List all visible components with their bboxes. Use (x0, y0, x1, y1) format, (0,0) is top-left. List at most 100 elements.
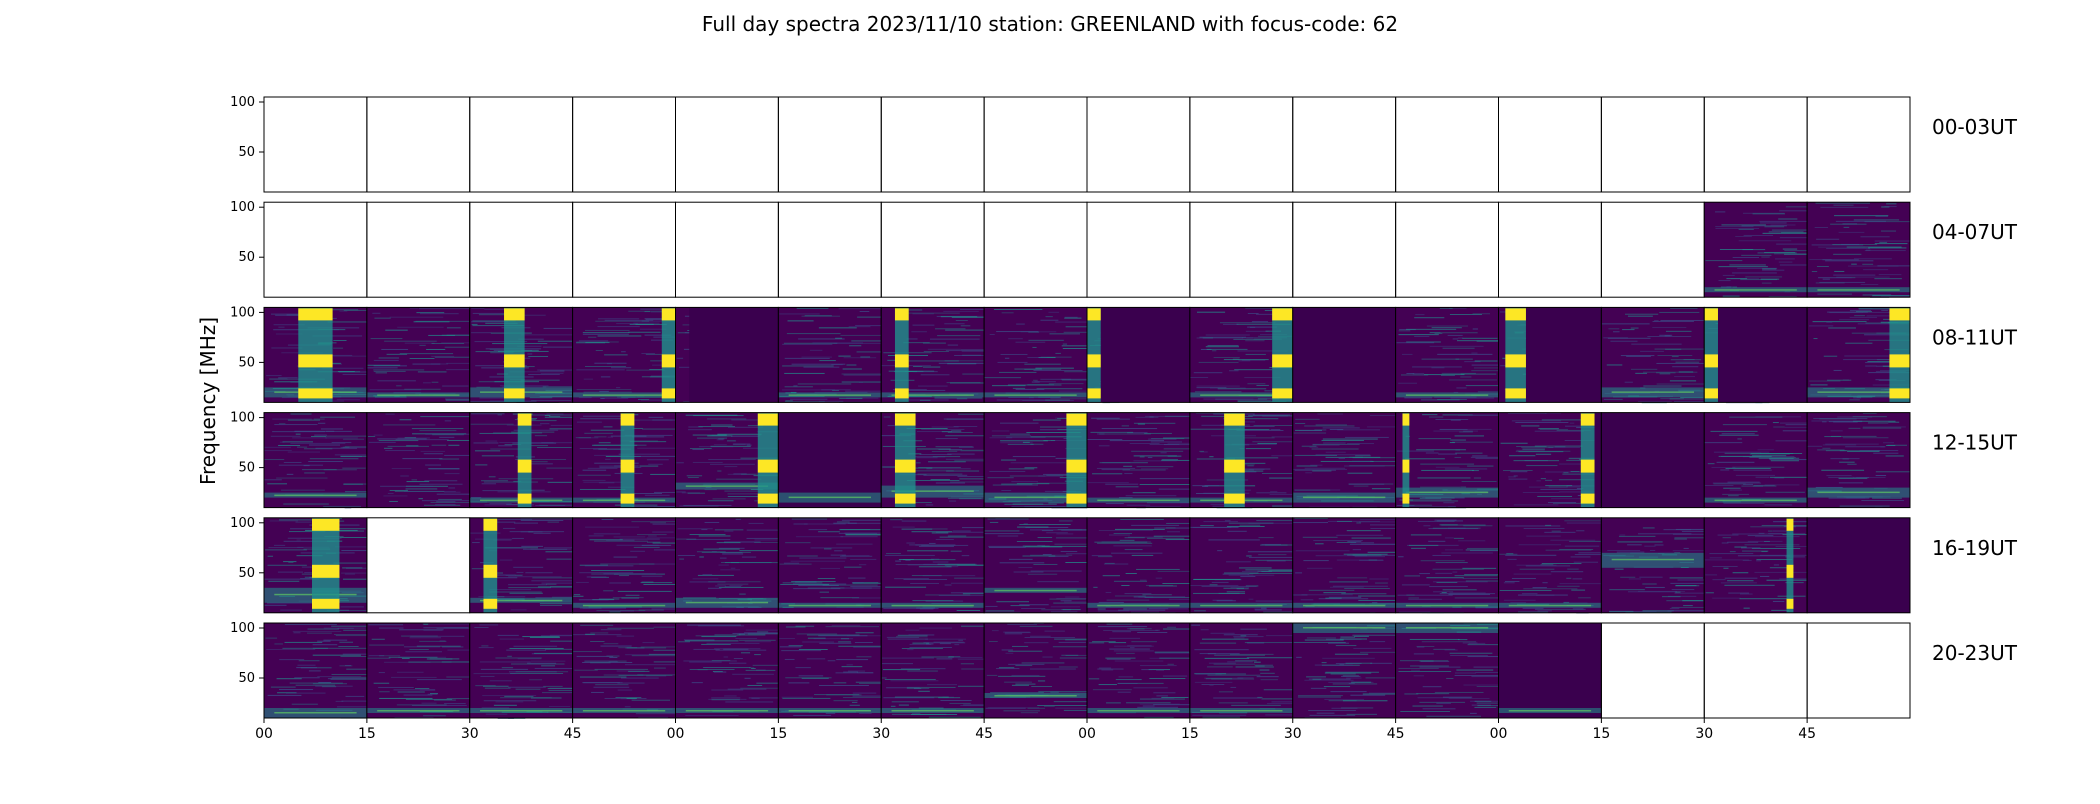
panel-frame (1806, 517, 1911, 614)
noise-streak (1099, 433, 1151, 435)
noise-streak (1442, 414, 1473, 416)
noise-streak (1328, 700, 1357, 702)
noise-streak (1263, 611, 1293, 613)
noise-streak (855, 681, 882, 683)
noise-streak (932, 456, 961, 458)
burst-hotspot (1402, 459, 1410, 473)
noise-streak (1203, 398, 1254, 400)
noise-streak (1105, 483, 1139, 485)
noise-streak (1545, 549, 1592, 551)
noise-streak (1741, 225, 1787, 227)
row-time-label: 12-15UT (1932, 431, 2018, 455)
noise-streak (334, 454, 367, 456)
noise-streak (991, 430, 1010, 432)
noise-streak (852, 582, 882, 584)
noise-streak (500, 697, 552, 699)
spectrum-panel (675, 306, 779, 403)
noise-streak (389, 489, 408, 491)
noise-streak (912, 324, 935, 326)
noise-streak (689, 661, 722, 663)
noise-streak (907, 649, 914, 651)
noise-streak (790, 398, 828, 400)
noise-streak (1354, 635, 1369, 637)
panel-frame (880, 201, 985, 298)
noise-streak (1647, 335, 1692, 337)
noise-streak (481, 455, 515, 457)
noise-streak (1098, 445, 1110, 447)
noise-streak (892, 389, 927, 391)
noise-streak (288, 531, 326, 533)
noise-streak (1044, 490, 1077, 492)
noise-streak (576, 369, 625, 371)
noise-streak (1535, 453, 1552, 455)
noise-streak (527, 662, 557, 664)
noise-streak (1131, 554, 1154, 556)
noise-streak (1329, 586, 1364, 588)
noise-streak (1246, 555, 1252, 557)
noise-streak (1652, 321, 1694, 323)
noise-streak (1874, 240, 1910, 242)
noise-streak (408, 661, 452, 663)
noise-streak (1247, 326, 1277, 328)
noise-streak (441, 342, 470, 344)
noise-streak (1764, 226, 1785, 228)
noise-streak (1293, 594, 1308, 596)
panel-frame (880, 96, 985, 193)
noise-streak (328, 362, 341, 364)
noise-streak (1435, 562, 1468, 564)
noise-streak (1315, 543, 1324, 545)
noise-streak (575, 342, 606, 344)
noise-streak (1260, 544, 1288, 546)
spectrum-panel (1086, 306, 1191, 404)
noise-streak (1369, 578, 1389, 580)
noise-streak (542, 386, 573, 388)
noise-streak (1193, 372, 1223, 374)
spectrum-panel (675, 622, 779, 719)
noise-streak (1012, 456, 1056, 458)
noise-streak (296, 539, 301, 541)
noise-streak (939, 536, 985, 538)
noise-streak (588, 336, 597, 338)
noise-streak (1194, 649, 1249, 651)
noise-streak (343, 483, 367, 485)
burst-hotspot (894, 354, 909, 368)
noise-streak (903, 578, 948, 580)
noise-streak (1670, 307, 1698, 309)
noise-streak (279, 519, 315, 521)
noise-streak (1838, 482, 1864, 484)
noise-streak (1878, 274, 1902, 276)
noise-streak (1246, 657, 1293, 659)
noise-streak (266, 648, 316, 650)
spectrum-panel (263, 201, 368, 298)
noise-streak (959, 478, 985, 480)
noise-streak (1033, 379, 1038, 381)
noise-streak (384, 340, 437, 342)
noise-streak (515, 688, 541, 690)
noise-streak (998, 667, 1015, 669)
noise-streak (1811, 271, 1818, 273)
burst-hotspot (1889, 354, 1910, 368)
noise-streak (1740, 279, 1778, 281)
noise-streak (280, 609, 302, 611)
noise-streak (679, 505, 719, 507)
noise-streak (1217, 550, 1223, 552)
noise-streak (1308, 589, 1355, 591)
noise-streak (714, 634, 741, 636)
noise-streak (1195, 673, 1222, 675)
noise-streak (1849, 310, 1872, 312)
noise-streak (1625, 313, 1659, 315)
noise-streak (852, 582, 879, 584)
noise-streak (641, 376, 670, 378)
noise-streak (835, 672, 874, 674)
noise-streak (1413, 653, 1434, 655)
noise-streak (369, 644, 405, 646)
noise-streak (819, 400, 844, 402)
noise-streak (1008, 468, 1035, 470)
noise-streak (1551, 498, 1590, 500)
noise-streak (1642, 610, 1674, 612)
noise-streak (1213, 356, 1240, 358)
noise-streak (1454, 435, 1484, 437)
noise-streak (1762, 268, 1777, 270)
x-tick-label: 00 (255, 726, 273, 742)
